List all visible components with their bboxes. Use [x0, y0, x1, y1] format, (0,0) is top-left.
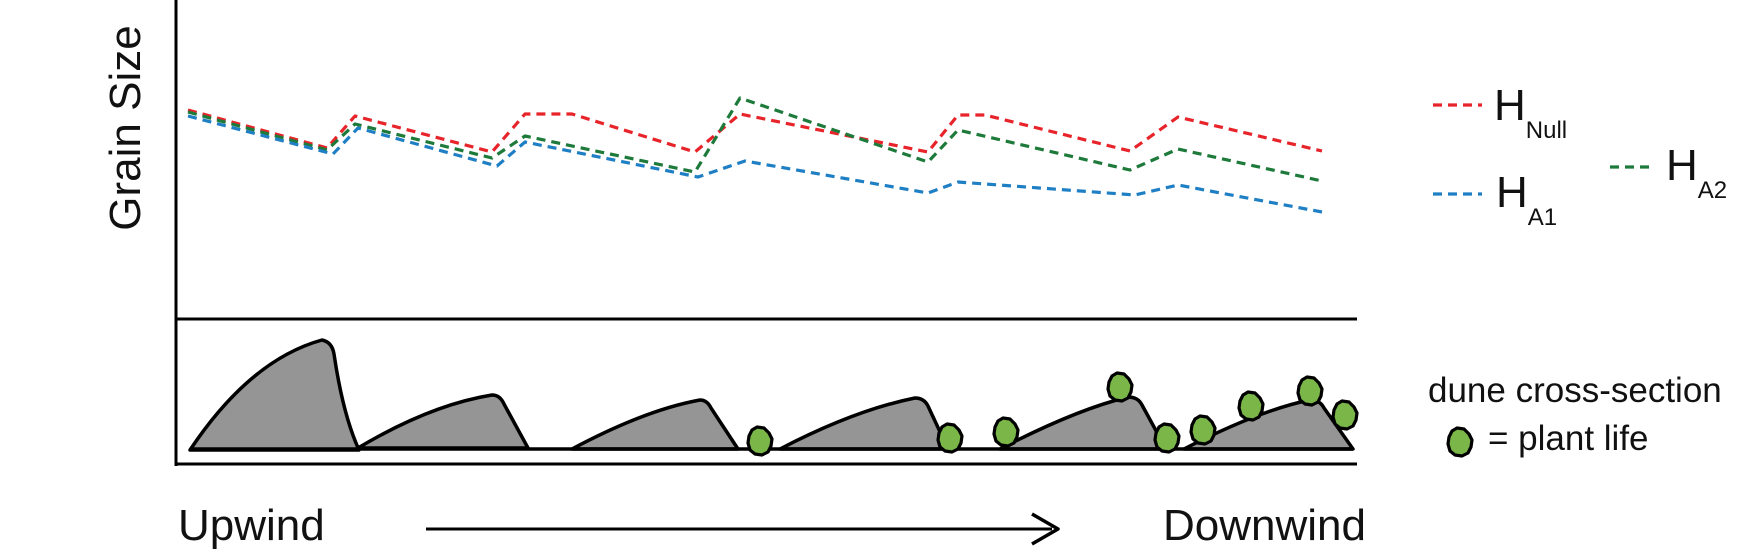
dune	[998, 395, 1168, 451]
plant	[1153, 422, 1181, 454]
plant	[1106, 371, 1134, 403]
dune	[356, 393, 530, 450]
legend-item-h-a2: HA2	[1610, 141, 1727, 204]
cross-section-label: dune cross-section	[1428, 371, 1722, 410]
wind-arrow	[426, 512, 1060, 546]
upwind-label: Upwind	[178, 501, 325, 550]
legend-item-h-a1: HA1	[1433, 168, 1557, 231]
svg-text:HNull: HNull	[1494, 81, 1567, 144]
dune	[188, 338, 361, 452]
plant	[1296, 375, 1324, 407]
downwind-label: Downwind	[1163, 501, 1366, 550]
axes	[174, 0, 1357, 466]
y-axis-label: Grain Size	[101, 25, 150, 230]
plant-life-label: = plant life	[1488, 419, 1649, 458]
plant	[1237, 390, 1265, 422]
legend: HNull HA1 HA2	[1433, 81, 1727, 231]
plant	[936, 422, 964, 454]
plant	[1331, 399, 1359, 431]
svg-text:HA2: HA2	[1666, 141, 1727, 204]
plant	[992, 416, 1020, 448]
plants	[746, 371, 1359, 457]
plant	[746, 425, 774, 457]
dune	[570, 398, 740, 451]
h-a1-line	[187, 114, 1323, 214]
grain-size-lines	[187, 96, 1323, 214]
plant-legend-icon	[1446, 426, 1474, 458]
svg-text:HA1: HA1	[1496, 168, 1557, 231]
plant	[1189, 414, 1217, 446]
h-a2-line	[187, 96, 1323, 183]
h-null-line	[187, 108, 1323, 154]
legend-item-h-null: HNull	[1433, 81, 1567, 144]
dune	[778, 396, 950, 451]
dune-cross-sections	[188, 338, 1355, 452]
